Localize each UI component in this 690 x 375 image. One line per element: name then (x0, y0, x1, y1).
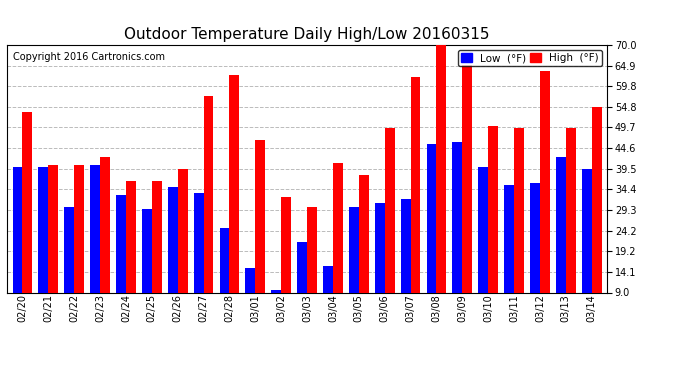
Bar (255, 140, 265, 329)
Bar (297, 242, 307, 329)
Bar (514, 128, 524, 329)
Bar (152, 181, 161, 329)
Bar (204, 96, 213, 329)
Bar (75, 165, 84, 329)
Bar (375, 203, 385, 329)
Bar (333, 163, 343, 329)
Bar (39, 167, 48, 329)
Bar (219, 228, 229, 329)
Bar (359, 175, 368, 329)
Bar (489, 126, 498, 329)
Title: Outdoor Temperature Daily High/Low 20160315: Outdoor Temperature Daily High/Low 20160… (124, 27, 490, 42)
Bar (323, 266, 333, 329)
Bar (582, 169, 591, 329)
Bar (168, 187, 177, 329)
Bar (349, 207, 359, 329)
Bar (116, 195, 126, 329)
Bar (194, 193, 204, 329)
Bar (591, 106, 602, 329)
Bar (566, 128, 575, 329)
Bar (12, 167, 22, 329)
Bar (64, 207, 75, 329)
Bar (556, 157, 566, 329)
Bar (271, 291, 282, 329)
Bar (478, 167, 488, 329)
Bar (100, 157, 110, 329)
Bar (307, 207, 317, 329)
Bar (142, 209, 152, 329)
Bar (246, 268, 255, 329)
Bar (426, 144, 437, 329)
Text: Copyright 2016 Cartronics.com: Copyright 2016 Cartronics.com (13, 53, 165, 62)
Bar (530, 183, 540, 329)
Bar (178, 169, 188, 329)
Bar (385, 128, 395, 329)
Bar (437, 45, 446, 329)
Bar (48, 165, 58, 329)
Bar (453, 142, 462, 329)
Bar (540, 71, 550, 329)
Bar (22, 112, 32, 329)
Bar (229, 75, 239, 329)
Bar (282, 197, 291, 329)
Bar (126, 181, 136, 329)
Legend: Low  (°F), High  (°F): Low (°F), High (°F) (458, 50, 602, 66)
Bar (90, 165, 100, 329)
Bar (401, 199, 411, 329)
Bar (462, 65, 472, 329)
Bar (411, 78, 420, 329)
Bar (504, 185, 514, 329)
